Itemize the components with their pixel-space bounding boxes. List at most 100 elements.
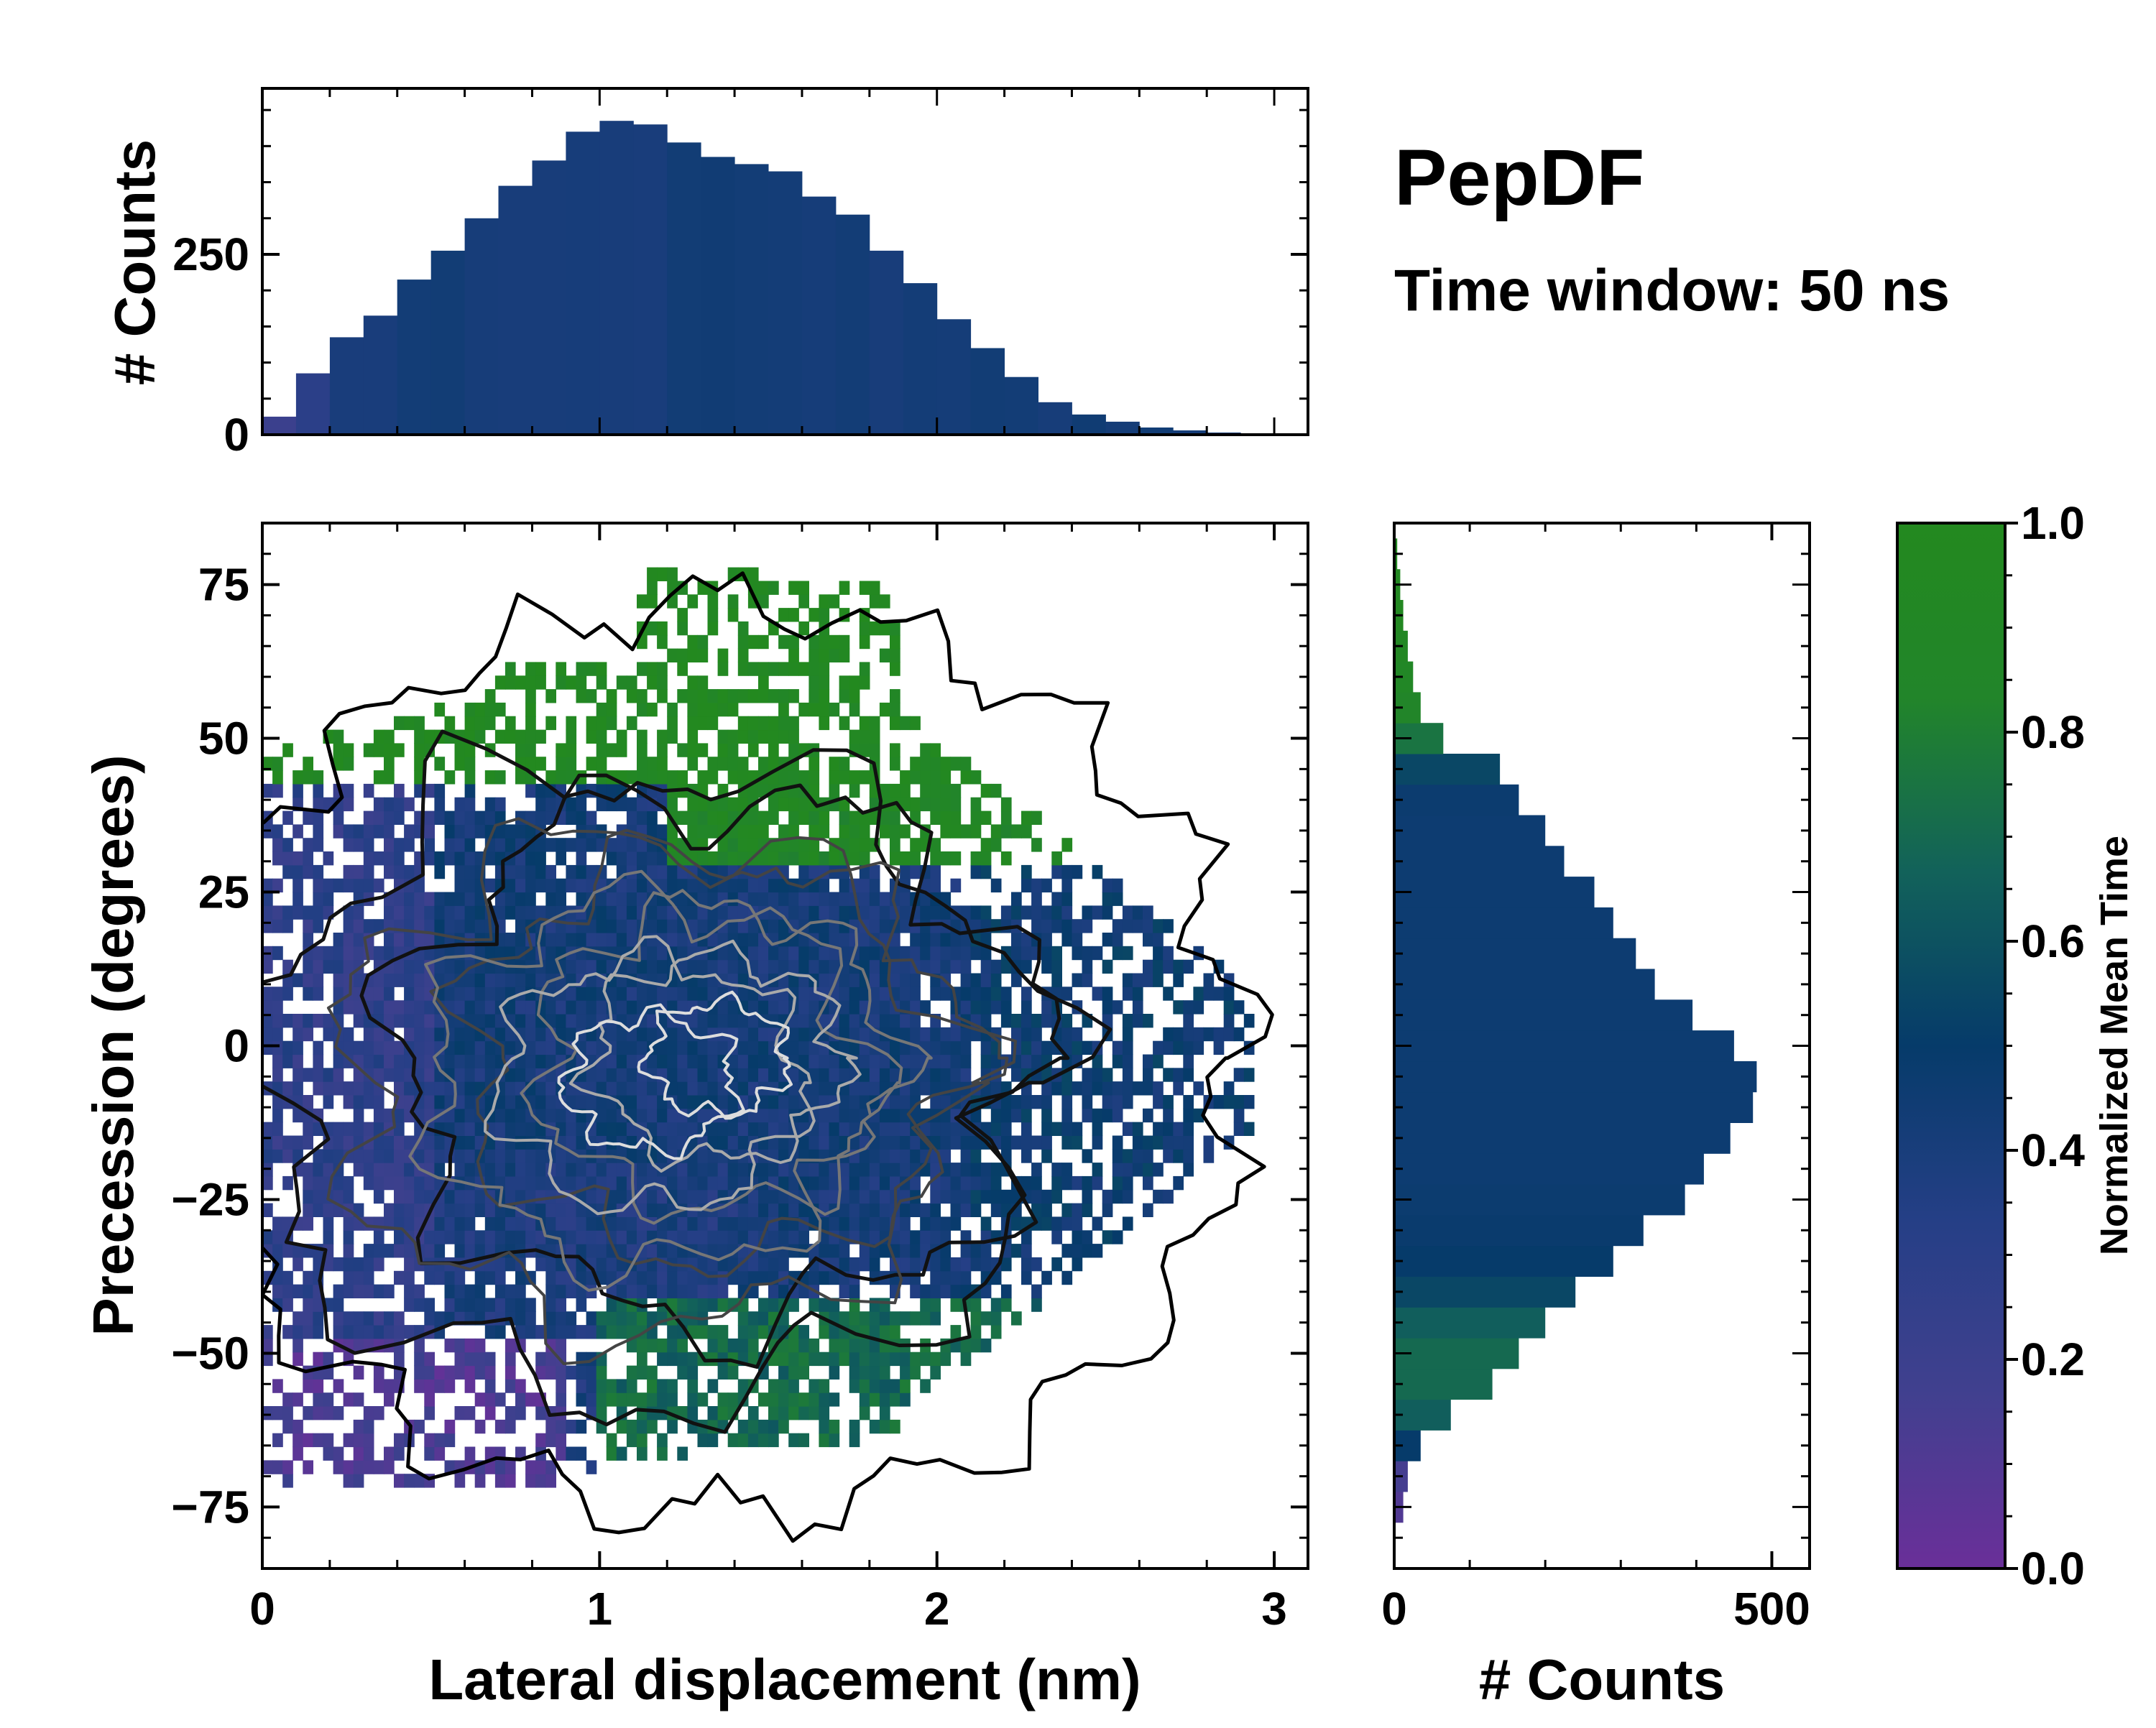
heatmap-cell	[980, 1257, 992, 1272]
heatmap-cell	[464, 1054, 476, 1068]
heatmap-cell	[363, 1095, 374, 1109]
heatmap-cell	[626, 770, 637, 785]
heatmap-cell	[262, 1338, 273, 1353]
heatmap-cell	[839, 1014, 850, 1028]
heatmap-cell	[404, 1244, 415, 1258]
heatmap-cell	[616, 933, 627, 947]
heatmap-cell	[353, 933, 364, 947]
heatmap-cell	[404, 1216, 415, 1231]
heatmap-cell	[798, 1365, 809, 1380]
heatmap-cell	[596, 716, 607, 731]
heatmap-cell	[303, 864, 313, 879]
heatmap-cell	[343, 1027, 354, 1042]
heatmap-cell	[667, 824, 678, 838]
heatmap-cell	[667, 1270, 678, 1285]
heatmap-cell	[292, 1081, 303, 1096]
heatmap-cell	[758, 1203, 769, 1217]
heatmap-cell	[454, 838, 466, 852]
heatmap-cell	[606, 783, 617, 798]
heatmap-cell	[566, 1419, 577, 1434]
heatmap-cell	[788, 689, 799, 703]
heatmap-cell	[687, 1392, 699, 1407]
heatmap-cell	[849, 702, 860, 717]
heatmap-cell	[394, 1352, 405, 1367]
main-ytick-label: 25	[198, 867, 249, 918]
heatmap-cell	[444, 851, 456, 866]
heatmap-cell	[303, 1298, 313, 1312]
heatmap-cell	[586, 662, 597, 676]
heatmap-cell	[333, 987, 344, 1001]
heatmap-cell	[758, 1311, 769, 1326]
heatmap-cell	[606, 1379, 617, 1393]
heatmap-cell	[1031, 838, 1042, 852]
heatmap-cell	[788, 1379, 799, 1393]
heatmap-cell	[586, 1000, 597, 1015]
heatmap-cell	[596, 1000, 607, 1015]
heatmap-cell	[687, 1189, 699, 1204]
heatmap-cell	[910, 1352, 921, 1367]
heatmap-cell	[464, 783, 476, 798]
right-histogram-bar	[1394, 1307, 1546, 1339]
heatmap-cell	[434, 1311, 446, 1326]
heatmap-cell	[808, 702, 820, 717]
heatmap-cell	[879, 1298, 890, 1312]
heatmap-cell	[353, 1014, 364, 1028]
heatmap-cell	[727, 919, 739, 933]
heatmap-cell	[849, 1122, 860, 1136]
heatmap-cell	[424, 1014, 435, 1028]
heatmap-cell	[262, 1352, 273, 1367]
heatmap-cell	[758, 810, 769, 825]
heatmap-cell	[990, 987, 1002, 1001]
heatmap-cell	[272, 1014, 283, 1028]
heatmap-cell	[262, 905, 273, 920]
heatmap-cell	[494, 1095, 506, 1109]
heatmap-cell	[900, 1244, 911, 1258]
heatmap-cell	[323, 1068, 334, 1082]
heatmap-cell	[556, 933, 566, 947]
heatmap-cell	[1031, 1163, 1042, 1177]
heatmap-cell	[494, 770, 506, 785]
heatmap-cell	[768, 851, 779, 866]
heatmap-cell	[920, 1081, 931, 1096]
heatmap-cell	[737, 757, 749, 771]
heatmap-cell	[1183, 1095, 1194, 1109]
heatmap-cell	[1031, 878, 1042, 893]
heatmap-cell	[819, 702, 830, 717]
heatmap-cell	[768, 810, 779, 825]
heatmap-cell	[930, 1163, 941, 1177]
heatmap-cell	[758, 1163, 769, 1177]
heatmap-cell	[910, 716, 921, 731]
heatmap-cell	[879, 621, 890, 636]
heatmap-cell	[667, 729, 678, 744]
heatmap-cell	[353, 1311, 364, 1326]
heatmap-cell	[464, 1203, 476, 1217]
heatmap-cell	[373, 1379, 384, 1393]
heatmap-cell	[788, 770, 799, 785]
right-histogram-xtick-label: 500	[1733, 1583, 1810, 1635]
heatmap-cell	[474, 905, 486, 920]
heatmap-cell	[920, 878, 931, 893]
heatmap-cell	[626, 1230, 637, 1244]
heatmap-cell	[343, 1175, 354, 1191]
heatmap-cell	[1233, 1000, 1245, 1015]
heatmap-cell	[1112, 933, 1123, 947]
heatmap-cell	[778, 716, 789, 731]
heatmap-cell	[788, 648, 799, 662]
heatmap-cell	[505, 892, 516, 906]
heatmap-cell	[262, 987, 273, 1001]
heatmap-cell	[940, 987, 952, 1001]
heatmap-cell	[606, 716, 617, 731]
heatmap-cell	[313, 783, 324, 798]
heatmap-cell	[1021, 905, 1032, 920]
heatmap-cell	[667, 1392, 678, 1407]
heatmap-cell	[556, 1338, 566, 1353]
heatmap-cell	[747, 1257, 759, 1272]
heatmap-cell	[343, 1325, 354, 1339]
heatmap-cell	[667, 770, 678, 785]
heatmap-cell	[737, 1338, 749, 1353]
heatmap-cell	[333, 1054, 344, 1068]
heatmap-cell	[960, 1000, 972, 1015]
heatmap-cell	[434, 1081, 446, 1096]
heatmap-cell	[1102, 1203, 1113, 1217]
heatmap-cell	[798, 810, 809, 825]
